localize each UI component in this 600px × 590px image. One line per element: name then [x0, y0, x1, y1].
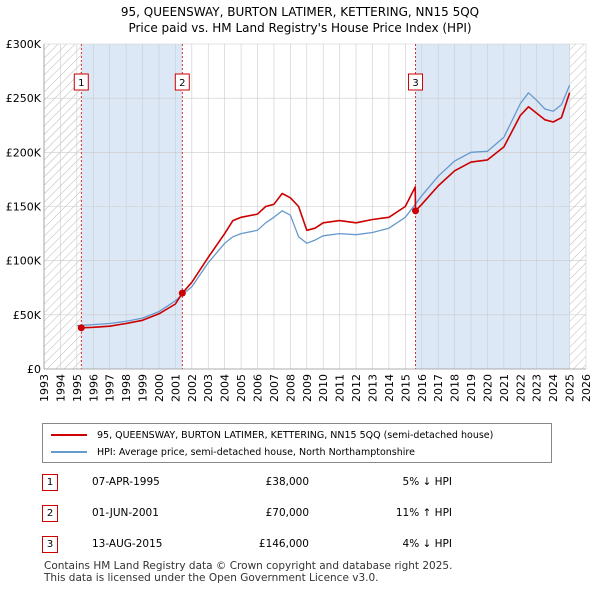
x-tick-label: 2019	[465, 374, 478, 402]
sale-label-text: 2	[179, 78, 185, 89]
y-tick-label: £250K	[6, 92, 42, 105]
hpi-line-swatch	[51, 451, 87, 453]
sale-date: 07-APR-1995	[92, 476, 160, 488]
sale-point	[178, 289, 186, 297]
sale-number-badge: 2	[42, 505, 58, 522]
y-tick-label: £0	[27, 363, 41, 376]
x-tick-label: 2015	[399, 374, 412, 402]
x-tick-label: 1994	[54, 374, 67, 402]
x-tick-label: 2001	[169, 374, 182, 402]
sale-price: £146,000	[258, 538, 309, 550]
legend-hpi-label: HPI: Average price, semi-detached house,…	[97, 446, 415, 458]
property-line-swatch	[51, 434, 87, 436]
sale-hpi-diff: 5% ↓ HPI	[402, 476, 452, 488]
sale-point	[77, 324, 85, 332]
x-tick-label: 2026	[580, 374, 593, 402]
sale-label-box	[73, 73, 89, 91]
y-tick-label: £100K	[6, 255, 42, 268]
x-tick-label: 2002	[186, 374, 199, 402]
table-row: 1 07-APR-1995 £38,000 5% ↓ HPI	[42, 472, 452, 492]
x-tick-label: 2003	[202, 374, 215, 402]
table-row: 2 01-JUN-2001 £70,000 11% ↑ HPI	[42, 503, 452, 523]
x-tick-label: 2014	[383, 374, 396, 402]
x-tick-label: 2011	[334, 374, 347, 402]
x-tick-label: 2017	[432, 374, 445, 402]
legend: 95, QUEENSWAY, BURTON LATIMER, KETTERING…	[42, 423, 552, 463]
x-tick-label: 1997	[104, 374, 117, 402]
x-tick-label: 2009	[301, 374, 314, 402]
sale-number-badge: 1	[42, 474, 58, 491]
x-tick-label: 2024	[547, 374, 560, 402]
x-tick-label: 1993	[38, 374, 51, 402]
x-tick-label: 2010	[317, 374, 330, 402]
x-tick-label: 2018	[449, 374, 462, 402]
legend-property-label: 95, QUEENSWAY, BURTON LATIMER, KETTERING…	[97, 429, 494, 441]
footer-license: This data is licensed under the Open Gov…	[44, 572, 379, 584]
legend-item-property: 95, QUEENSWAY, BURTON LATIMER, KETTERING…	[51, 427, 493, 443]
x-tick-label: 2013	[366, 374, 379, 402]
y-tick-label: £300K	[6, 38, 42, 51]
y-tick-label: £50K	[13, 309, 42, 322]
x-tick-label: 2020	[481, 374, 494, 402]
x-tick-label: 2023	[531, 374, 544, 402]
sale-label-box	[408, 73, 424, 91]
x-tick-label: 2005	[235, 374, 248, 402]
x-tick-label: 2012	[350, 374, 363, 402]
sale-date: 13-AUG-2015	[92, 538, 163, 550]
sale-hpi-diff: 11% ↑ HPI	[395, 507, 452, 519]
sale-label-text: 3	[412, 78, 418, 89]
y-tick-label: £150K	[6, 201, 42, 214]
x-tick-label: 2007	[268, 374, 281, 402]
chart-title: 95, QUEENSWAY, BURTON LATIMER, KETTERING…	[120, 5, 480, 19]
x-tick-label: 2008	[284, 374, 297, 402]
x-tick-label: 2025	[564, 374, 577, 402]
x-tick-label: 1998	[120, 374, 133, 402]
x-tick-label: 2006	[252, 374, 265, 402]
x-tick-label: 2016	[416, 374, 429, 402]
sale-label-box	[174, 73, 190, 91]
sale-hpi-diff: 4% ↓ HPI	[402, 538, 452, 550]
sale-price: £38,000	[265, 476, 309, 488]
footer-copyright: Contains HM Land Registry data © Crown c…	[44, 560, 453, 572]
x-tick-label: 2022	[514, 374, 527, 402]
sale-number-badge: 3	[42, 536, 58, 553]
chart-subtitle: Price paid vs. HM Land Registry's House …	[128, 21, 472, 35]
sale-date: 01-JUN-2001	[92, 507, 159, 519]
x-tick-label: 1996	[87, 374, 100, 402]
legend-item-hpi: HPI: Average price, semi-detached house,…	[51, 444, 415, 460]
x-tick-label: 2000	[153, 374, 166, 402]
table-row: 3 13-AUG-2015 £146,000 4% ↓ HPI	[42, 534, 452, 554]
x-tick-label: 2004	[219, 374, 232, 402]
sale-point	[412, 207, 420, 215]
x-tick-label: 2021	[498, 374, 511, 402]
x-tick-label: 1999	[137, 374, 150, 402]
y-tick-label: £200K	[6, 146, 42, 159]
x-tick-label: 1995	[71, 374, 84, 402]
sale-price: £70,000	[265, 507, 309, 519]
sale-label-text: 1	[78, 78, 84, 89]
